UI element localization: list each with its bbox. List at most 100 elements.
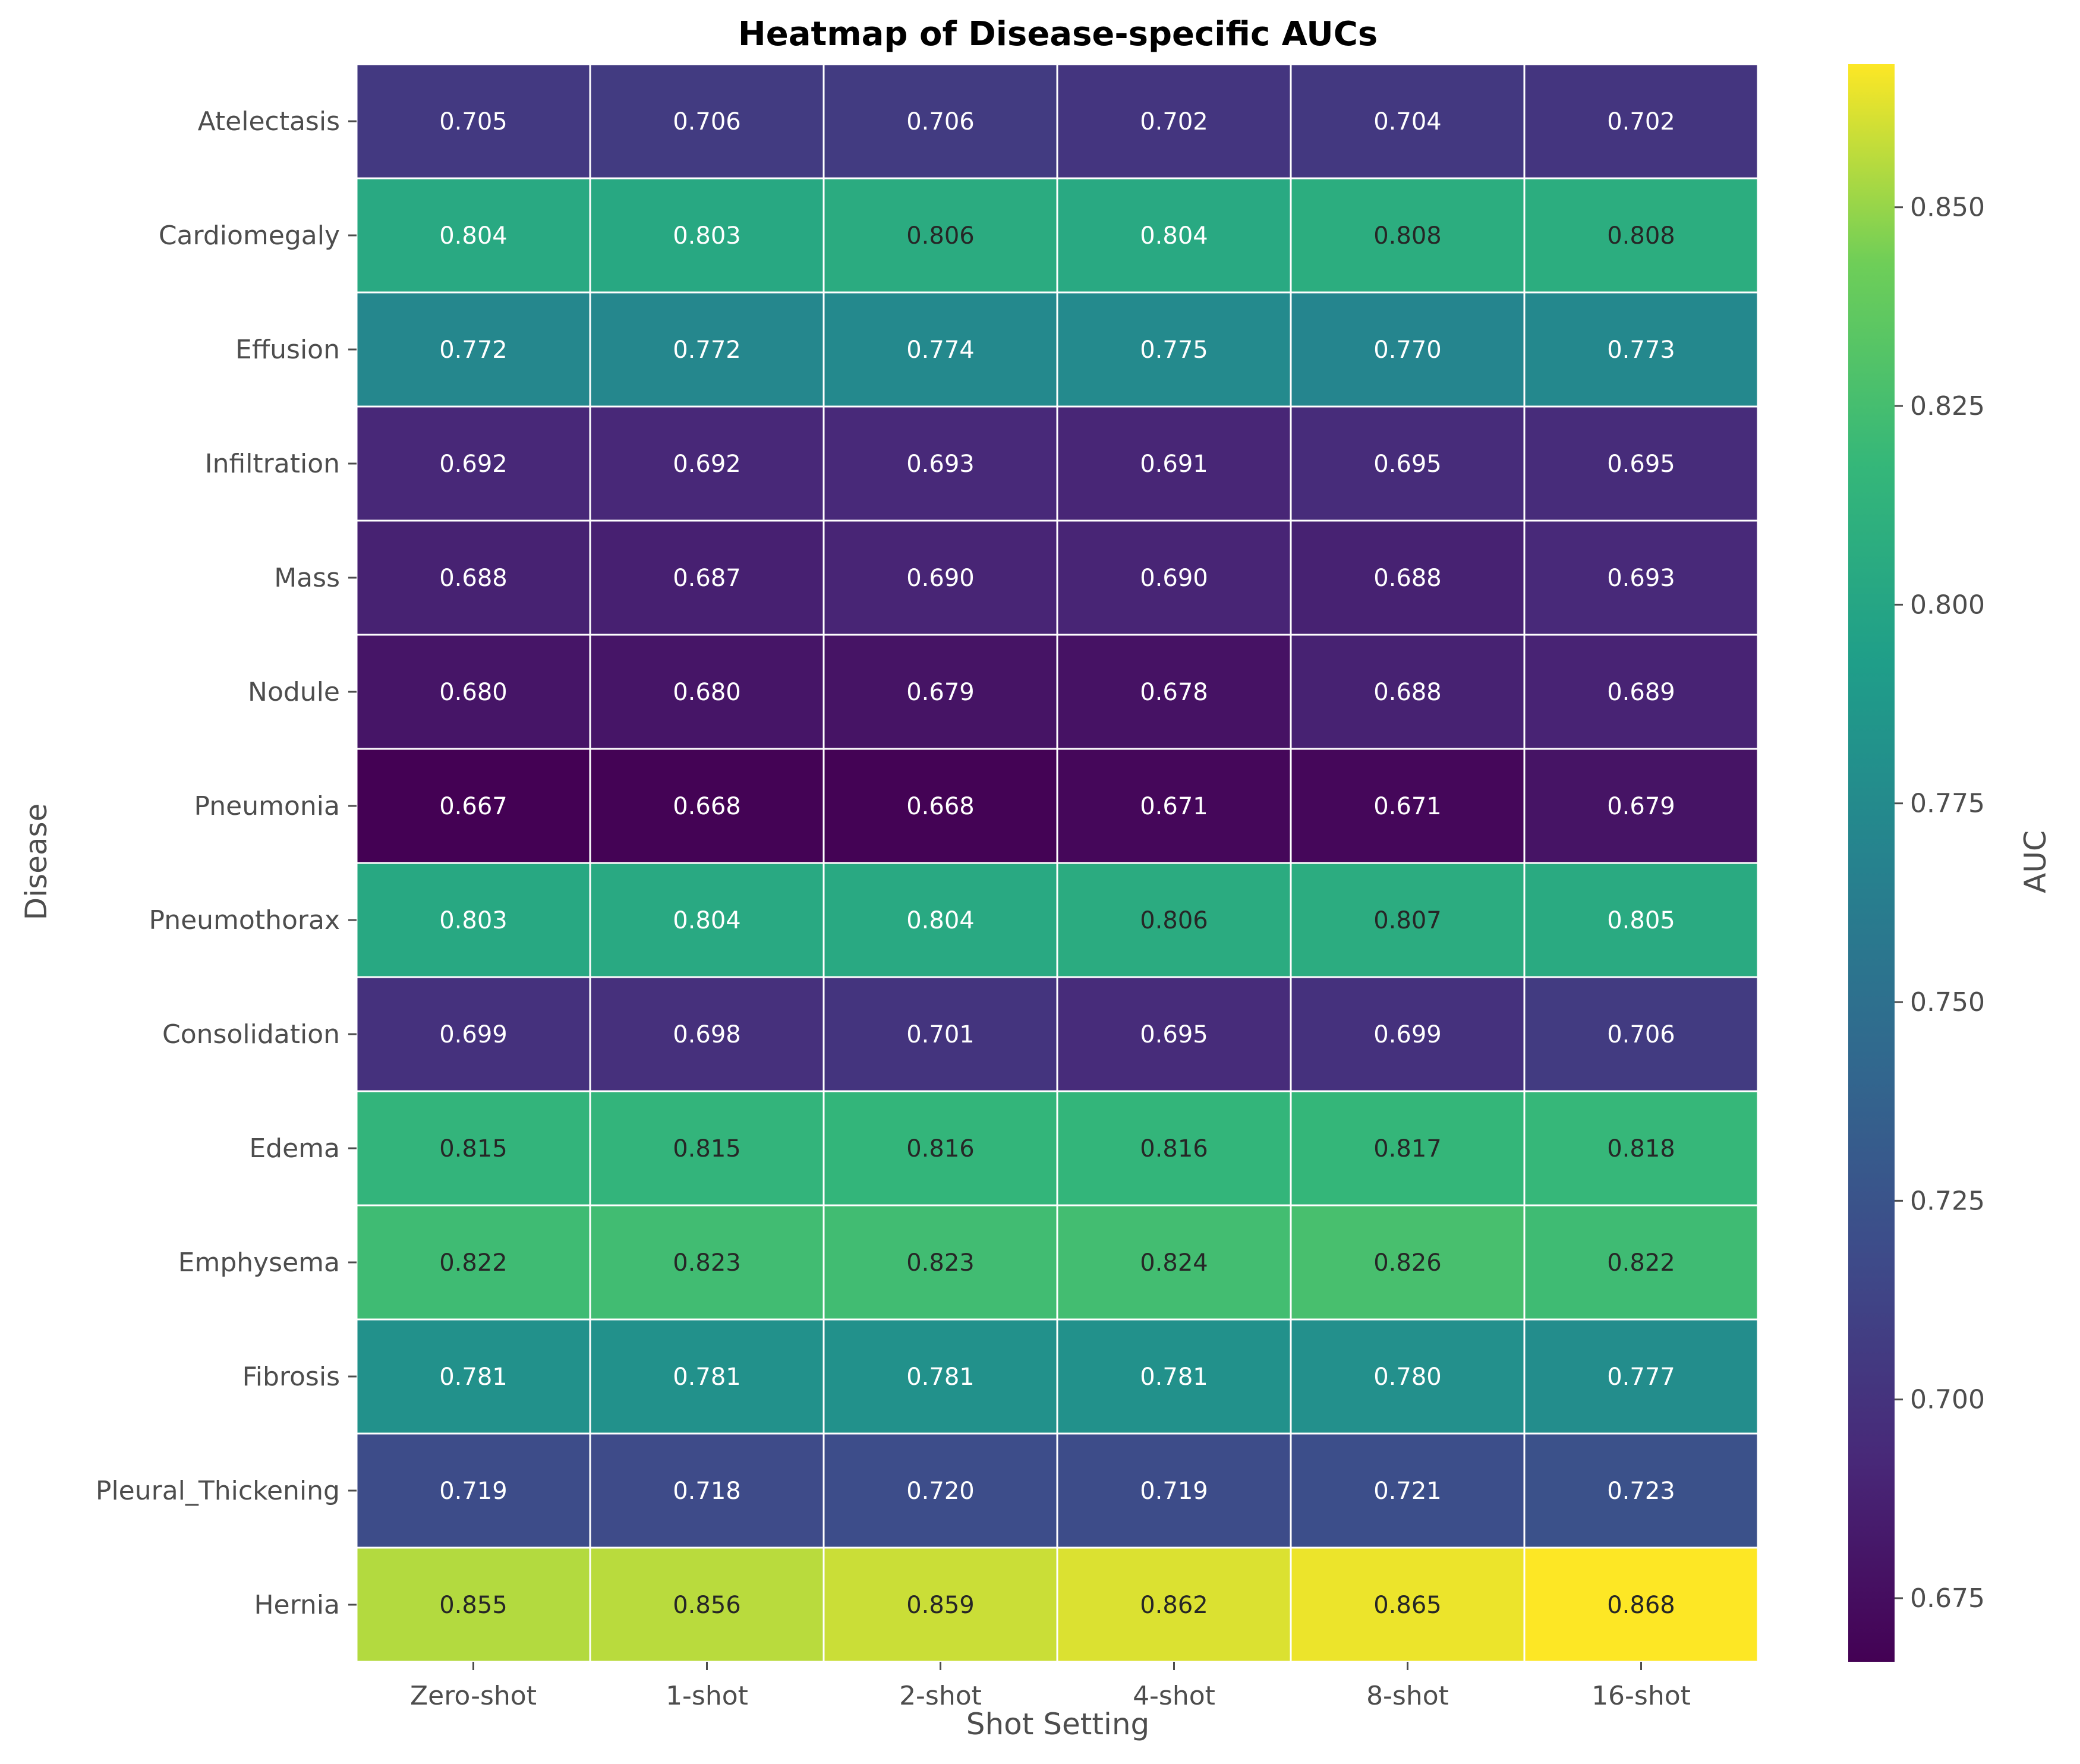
heatmap-cell <box>1056 291 1292 408</box>
heatmap-cell <box>355 1546 591 1663</box>
cell-value-label: 0.822 <box>439 1249 508 1277</box>
row-tick-label: Consolidation <box>162 1019 340 1050</box>
cell-value-label: 0.856 <box>673 1592 741 1619</box>
heatmap-cell <box>355 748 591 864</box>
heatmap-cell <box>355 862 591 978</box>
heatmap-cell <box>1523 1546 1759 1663</box>
heatmap-cell <box>589 1090 825 1207</box>
cell-value-label: 0.698 <box>673 1021 741 1048</box>
colorbar-tick-label: 0.800 <box>1910 590 1985 620</box>
cell-value-label: 0.704 <box>1373 108 1442 136</box>
cell-value-label: 0.804 <box>673 907 741 934</box>
colorbar-ticks: 0.675 0.700 0.725 0.750 0.775 0.800 0.825 0.850 <box>1895 193 1985 1614</box>
cell-value-label: 0.862 <box>1140 1592 1208 1619</box>
heatmap-cell <box>1056 1432 1292 1549</box>
cell-value-label: 0.775 <box>1140 336 1208 364</box>
cell-value-label: 0.695 <box>1607 451 1675 478</box>
cell-value-label: 0.679 <box>906 679 975 706</box>
cell-value-label: 0.723 <box>1607 1478 1675 1505</box>
cell-value-label: 0.680 <box>439 679 508 706</box>
heatmap-cell <box>1290 405 1526 522</box>
cell-value-label: 0.808 <box>1373 222 1442 250</box>
cell-value-label: 0.689 <box>1607 679 1675 706</box>
heatmap-cell <box>1056 1204 1292 1321</box>
column-tick-label: Zero-shot <box>410 1681 537 1711</box>
cell-value-label: 0.671 <box>1373 793 1442 820</box>
heatmap-cell <box>355 1432 591 1549</box>
heatmap-cell <box>822 519 1058 636</box>
heatmap-cell <box>822 405 1058 522</box>
cell-value-label: 0.688 <box>1373 565 1442 592</box>
cell-value-label: 0.770 <box>1373 336 1442 364</box>
cell-value-label: 0.816 <box>906 1135 975 1163</box>
cell-value-label: 0.818 <box>1607 1135 1675 1163</box>
cell-value-label: 0.721 <box>1373 1478 1442 1505</box>
heatmap-cell <box>822 1432 1058 1549</box>
heatmap-cell <box>1290 976 1526 1092</box>
cell-value-label: 0.773 <box>1607 336 1675 364</box>
colorbar-tick-label: 0.700 <box>1910 1385 1985 1415</box>
cell-value-label: 0.772 <box>673 336 741 364</box>
cell-value-label: 0.701 <box>906 1021 975 1048</box>
cell-value-label: 0.781 <box>906 1363 975 1391</box>
cell-value-label: 0.719 <box>1140 1478 1208 1505</box>
cell-value-label: 0.815 <box>439 1135 508 1163</box>
cell-value-label: 0.781 <box>673 1363 741 1391</box>
colorbar-tick-label: 0.825 <box>1910 391 1985 421</box>
colorbar <box>1848 64 1895 1662</box>
cell-value-label: 0.718 <box>673 1478 741 1505</box>
cell-value-label: 0.868 <box>1607 1592 1675 1619</box>
cell-value-label: 0.805 <box>1607 907 1675 934</box>
row-tick-label: Infiltration <box>205 449 340 479</box>
cell-value-label: 0.695 <box>1140 1021 1208 1048</box>
heatmap-cell <box>1523 1318 1759 1435</box>
cell-value-label: 0.690 <box>1140 565 1208 592</box>
heatmap-cell <box>355 1318 591 1435</box>
heatmap-cell <box>589 63 825 179</box>
heatmap-cell <box>589 405 825 522</box>
cell-value-label: 0.668 <box>906 793 975 820</box>
cell-value-label: 0.824 <box>1140 1249 1208 1277</box>
cell-value-label: 0.780 <box>1373 1363 1442 1391</box>
cell-value-label: 0.777 <box>1607 1363 1675 1391</box>
row-tick-label: Nodule <box>248 677 340 707</box>
row-tick-labels: Atelectasis Cardiomegaly Effusion Infiltrat… <box>96 106 357 1620</box>
heatmap-cell <box>355 1204 591 1321</box>
heatmap-cell <box>1523 291 1759 408</box>
cell-value-label: 0.706 <box>673 108 741 136</box>
row-tick-label: Effusion <box>235 335 340 365</box>
colorbar-tick-label: 0.725 <box>1910 1186 1985 1216</box>
heatmap-cell <box>1523 976 1759 1092</box>
cell-value-label: 0.680 <box>673 679 741 706</box>
heatmap-cell <box>1523 1204 1759 1321</box>
cell-value-label: 0.804 <box>439 222 508 250</box>
row-tick-label: Atelectasis <box>198 106 340 137</box>
cell-value-label: 0.692 <box>439 451 508 478</box>
colorbar-tick-label: 0.750 <box>1910 987 1985 1018</box>
colorbar-label: AUC <box>2018 830 2053 893</box>
heatmap-cell <box>1523 634 1759 750</box>
column-tick-label: 8-shot <box>1366 1681 1449 1711</box>
cell-value-label: 0.671 <box>1140 793 1208 820</box>
cell-value-label: 0.695 <box>1373 451 1442 478</box>
cell-value-label: 0.781 <box>1140 1363 1208 1391</box>
cell-value-label: 0.699 <box>439 1021 508 1048</box>
cell-value-label: 0.808 <box>1607 222 1675 250</box>
colorbar-tick-label: 0.850 <box>1910 193 1985 223</box>
row-tick-label: Hernia <box>254 1590 340 1620</box>
colorbar-tick-label: 0.775 <box>1910 789 1985 819</box>
x-axis-label: Shot Setting <box>966 1707 1150 1741</box>
cell-value-label: 0.855 <box>439 1592 508 1619</box>
cell-value-label: 0.806 <box>1140 907 1208 934</box>
cell-value-label: 0.815 <box>673 1135 741 1163</box>
heatmap-cell <box>355 634 591 750</box>
row-tick-label: Edema <box>249 1133 340 1164</box>
heatmap-cell <box>1056 1318 1292 1435</box>
heatmap-cell <box>1056 862 1292 978</box>
heatmap-cell <box>1056 1546 1292 1663</box>
cell-value-label: 0.692 <box>673 451 741 478</box>
heatmap-cell <box>355 976 591 1092</box>
row-tick-label: Pneumothorax <box>149 905 340 935</box>
cell-value-label: 0.688 <box>439 565 508 592</box>
cell-value-label: 0.803 <box>673 222 741 250</box>
